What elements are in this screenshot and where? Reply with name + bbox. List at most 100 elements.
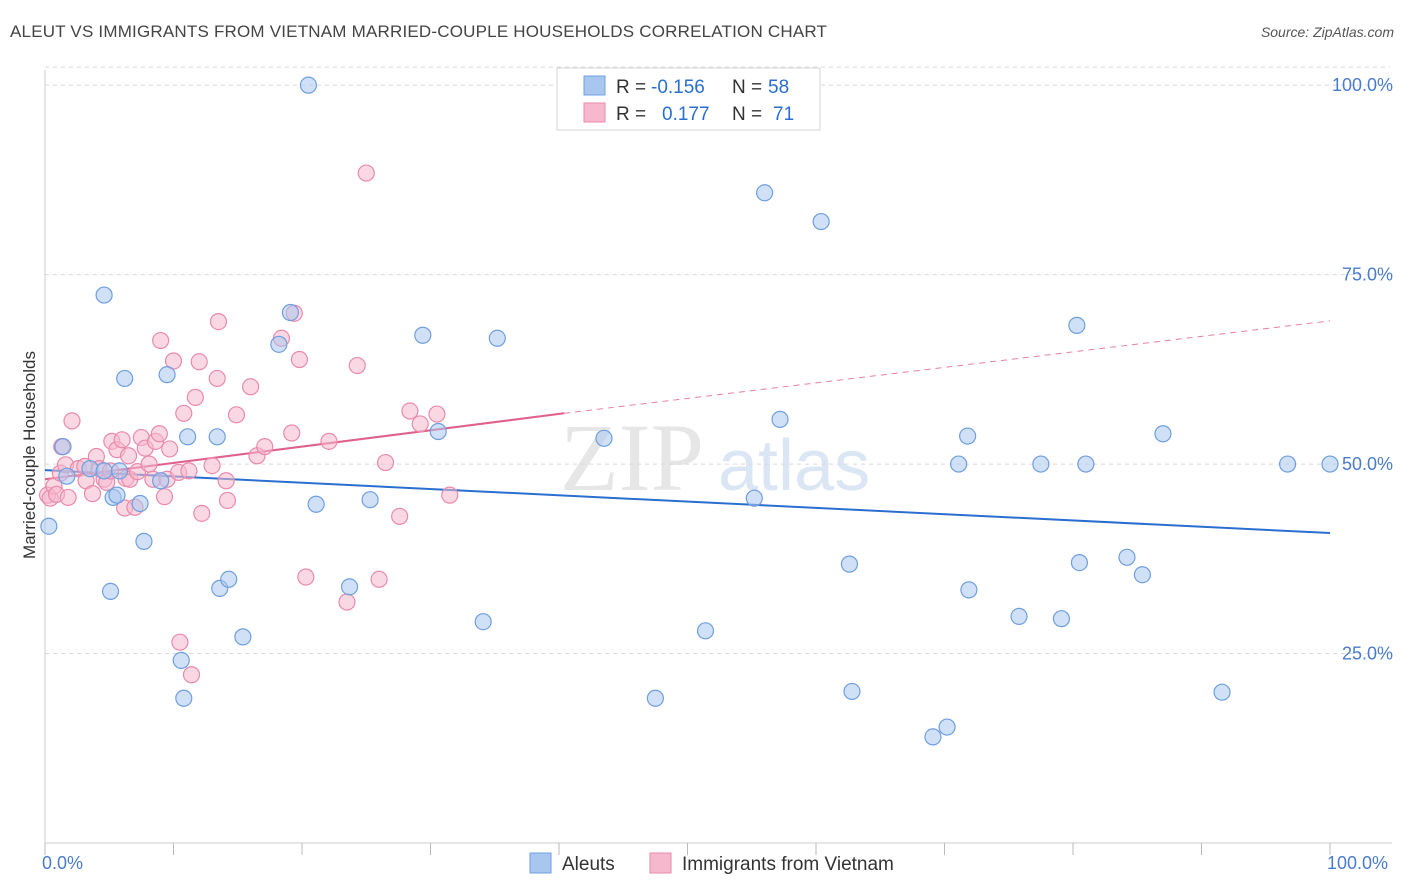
point-vietnam-61 bbox=[370, 570, 388, 588]
point-aleuts-41 bbox=[924, 728, 942, 746]
series-legend: Aleuts Immigrants from Vietnam bbox=[529, 852, 894, 875]
point-aleuts-47 bbox=[1032, 455, 1050, 473]
point-aleuts-25 bbox=[307, 495, 325, 513]
point-aleuts-28 bbox=[414, 326, 432, 344]
point-vietnam-67 bbox=[441, 486, 459, 504]
legend-r-value-1: -0.156 bbox=[651, 77, 705, 98]
point-vietnam-46 bbox=[217, 472, 235, 490]
point-vietnam-68 bbox=[171, 633, 189, 651]
legend-r-label-1: R = bbox=[616, 77, 646, 98]
point-vietnam-32 bbox=[152, 331, 170, 350]
point-aleuts-9 bbox=[108, 486, 126, 504]
bottom-legend-swatch-aleuts bbox=[529, 852, 552, 874]
point-aleuts-33 bbox=[646, 689, 664, 707]
point-aleuts-23 bbox=[281, 303, 300, 322]
point-aleuts-17 bbox=[179, 428, 197, 446]
point-aleuts-1 bbox=[54, 438, 72, 456]
point-aleuts-14 bbox=[158, 366, 176, 384]
point-aleuts-12 bbox=[135, 532, 153, 550]
point-aleuts-54 bbox=[1154, 425, 1172, 443]
point-aleuts-56 bbox=[1278, 455, 1297, 473]
point-aleuts-39 bbox=[840, 555, 859, 573]
point-vietnam-64 bbox=[401, 402, 419, 420]
point-vietnam-28 bbox=[140, 455, 158, 473]
point-aleuts-24 bbox=[299, 76, 318, 94]
trend-line-vietnam-projection bbox=[564, 320, 1331, 414]
point-aleuts-4 bbox=[95, 462, 113, 480]
point-vietnam-62 bbox=[376, 453, 395, 472]
point-vietnam-41 bbox=[190, 353, 208, 371]
point-vietnam-66 bbox=[428, 405, 446, 423]
point-aleuts-57 bbox=[1321, 455, 1339, 473]
point-vietnam-69 bbox=[182, 666, 201, 684]
point-aleuts-26 bbox=[340, 578, 359, 596]
y-tick-label-25: 25.0% bbox=[1342, 644, 1393, 664]
source-label: Source: ZipAtlas.com bbox=[1260, 24, 1394, 40]
point-aleuts-22 bbox=[270, 335, 288, 353]
point-vietnam-45 bbox=[209, 313, 228, 331]
point-aleuts-3 bbox=[81, 460, 99, 478]
legend-swatch-vietnam bbox=[583, 102, 606, 123]
point-aleuts-8 bbox=[110, 462, 129, 480]
bottom-legend-swatch-vietnam bbox=[649, 852, 672, 874]
point-aleuts-15 bbox=[172, 651, 190, 669]
data-points bbox=[38, 76, 1339, 746]
point-aleuts-27 bbox=[361, 491, 379, 509]
point-aleuts-36 bbox=[755, 184, 774, 202]
legend-n-value-2: 71 bbox=[773, 104, 794, 125]
point-vietnam-60 bbox=[357, 164, 375, 182]
point-aleuts-43 bbox=[950, 455, 968, 473]
y-tick-label-50: 50.0% bbox=[1342, 454, 1393, 474]
point-aleuts-44 bbox=[959, 427, 977, 445]
point-vietnam-57 bbox=[320, 432, 338, 450]
y-tick-label-100: 100.0% bbox=[1332, 75, 1393, 95]
y-tick-label-75: 75.0% bbox=[1342, 265, 1393, 285]
bottom-legend-label-aleuts: Aleuts bbox=[562, 854, 615, 875]
point-vietnam-35 bbox=[161, 440, 179, 458]
legend-n-label-2: N = bbox=[732, 104, 762, 125]
point-aleuts-2 bbox=[58, 467, 76, 485]
point-aleuts-11 bbox=[131, 494, 149, 513]
point-vietnam-51 bbox=[256, 438, 274, 456]
point-aleuts-49 bbox=[1068, 316, 1086, 334]
point-aleuts-35 bbox=[745, 489, 763, 507]
chart-title: ALEUT VS IMMIGRANTS FROM VIETNAM MARRIED… bbox=[10, 22, 828, 41]
point-aleuts-55 bbox=[1213, 683, 1231, 701]
point-aleuts-32 bbox=[595, 429, 613, 447]
point-vietnam-40 bbox=[186, 388, 204, 406]
point-vietnam-59 bbox=[348, 356, 366, 375]
point-aleuts-34 bbox=[696, 622, 715, 640]
point-vietnam-39 bbox=[180, 462, 198, 480]
point-aleuts-13 bbox=[152, 472, 170, 490]
bottom-legend-label-vietnam: Immigrants from Vietnam bbox=[682, 854, 894, 875]
point-vietnam-44 bbox=[208, 369, 226, 388]
point-vietnam-42 bbox=[193, 504, 211, 522]
point-aleuts-40 bbox=[843, 682, 861, 701]
point-aleuts-45 bbox=[960, 581, 978, 599]
point-vietnam-58 bbox=[338, 593, 356, 611]
point-vietnam-63 bbox=[391, 507, 409, 525]
point-vietnam-65 bbox=[411, 415, 429, 433]
point-vietnam-7 bbox=[63, 412, 81, 430]
point-aleuts-48 bbox=[1052, 610, 1071, 628]
point-aleuts-52 bbox=[1118, 548, 1136, 566]
watermark-atlas: atlas bbox=[718, 426, 870, 506]
point-aleuts-29 bbox=[429, 422, 447, 441]
legend-n-label-1: N = bbox=[732, 77, 762, 98]
point-aleuts-51 bbox=[1077, 455, 1095, 473]
point-vietnam-19 bbox=[113, 431, 131, 449]
axes bbox=[44, 70, 1392, 855]
point-vietnam-47 bbox=[218, 491, 237, 510]
point-aleuts-37 bbox=[771, 410, 789, 428]
point-aleuts-18 bbox=[208, 428, 226, 446]
legend-swatch-aleuts bbox=[583, 75, 606, 96]
x-tick-label-min: 0.0% bbox=[42, 853, 83, 873]
point-aleuts-38 bbox=[812, 212, 830, 231]
point-vietnam-38 bbox=[175, 404, 193, 422]
x-tick-label-max: 100.0% bbox=[1327, 853, 1388, 873]
point-aleuts-0 bbox=[40, 517, 58, 535]
point-aleuts-30 bbox=[474, 613, 492, 631]
watermark-zip: ZIP bbox=[560, 404, 704, 511]
point-vietnam-43 bbox=[203, 456, 221, 475]
